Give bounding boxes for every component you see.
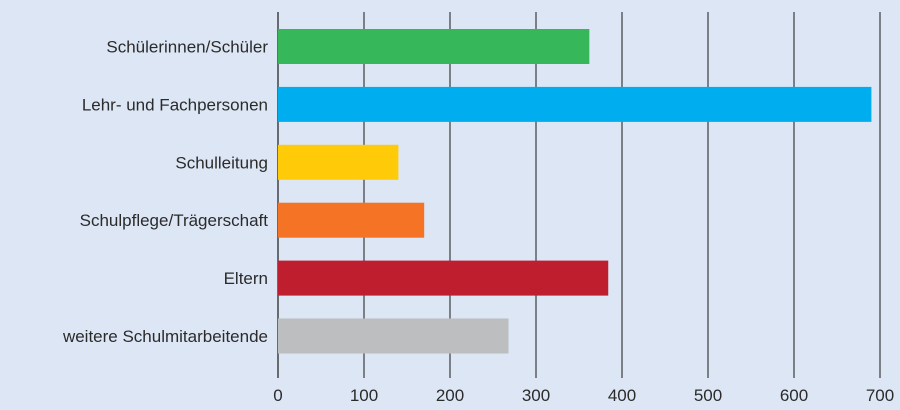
bar: [278, 29, 590, 64]
bar: [278, 144, 399, 180]
bar: [278, 202, 425, 238]
category-label: Schulpflege/Trägerschaft: [80, 211, 269, 230]
label-layer: Schülerinnen/Schüler Lehr- und Fachperson…: [62, 38, 268, 347]
x-tick-label: 0: [273, 386, 282, 405]
category-label: Schülerinnen/Schüler: [106, 38, 268, 57]
category-label: Eltern: [224, 269, 268, 288]
category-label: weitere Schulmitarbeitende: [62, 327, 268, 346]
bar: [278, 260, 609, 296]
x-tick-label: 200: [436, 386, 464, 405]
grid-layer: [277, 12, 881, 378]
bar: [278, 318, 509, 354]
category-label: Lehr- und Fachpersonen: [82, 95, 268, 114]
bar: [278, 86, 872, 122]
x-tick-label: 500: [694, 386, 722, 405]
bar-layer: [278, 29, 872, 354]
x-tick-label: 600: [780, 386, 808, 405]
x-tick-label: 700: [866, 386, 894, 405]
tick-layer: 0 100 200 300 400 500 600 700: [273, 386, 894, 405]
x-tick-label: 400: [608, 386, 636, 405]
category-label: Schulleitung: [175, 153, 268, 172]
x-tick-label: 300: [522, 386, 550, 405]
x-tick-label: 100: [350, 386, 378, 405]
